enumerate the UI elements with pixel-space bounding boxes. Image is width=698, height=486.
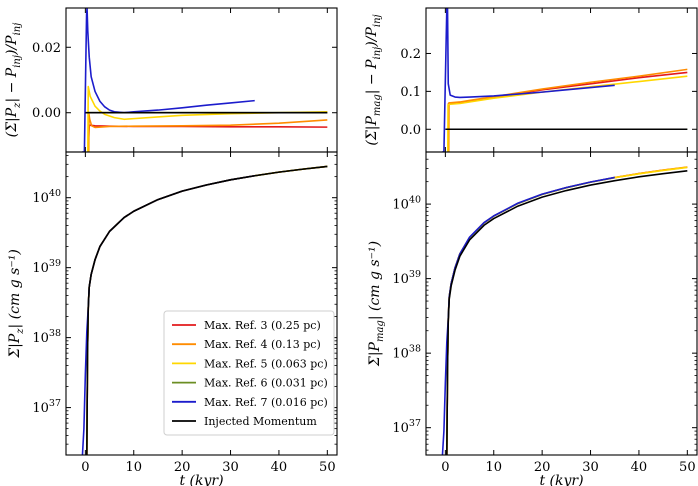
legend-entry: Max. Ref. 4 (0.13 pc): [204, 338, 321, 351]
panel-tr: 0.0 0.1 0.2 (Σ|Pmag​| − Pinj​)/Pinj​: [364, 7, 698, 153]
series-line-bl-5: [86, 165, 328, 455]
axes-frame: [65, 151, 338, 456]
series-line-tr-2: [446, 75, 688, 152]
x-tick-label: 40: [271, 460, 288, 475]
axes-frame: [425, 151, 698, 456]
x-tick-label: 10: [125, 460, 142, 475]
series-line-tl-4: [81, 8, 255, 152]
series-line-tr-4: [441, 8, 615, 152]
legend-box: [163, 310, 335, 436]
x-tick-label: 30: [222, 460, 239, 475]
y-tick-label: 0.2: [400, 47, 421, 62]
series-line-tr-1: [447, 68, 688, 152]
panel-tl: 0.00 0.02 (Σ|Pz​| − Pinj​)/Pinj​: [4, 7, 338, 153]
y-axis-label: (Σ|Pz​| − Pinj​)/Pinj​: [4, 23, 23, 138]
legend-entry: Injected Momentum: [204, 415, 317, 428]
y-tick-label: 1037: [392, 418, 421, 436]
axes-frame: [65, 7, 338, 153]
legend-entry: Max. Ref. 3 (0.25 pc): [204, 319, 321, 332]
y-tick-label: 1040: [392, 195, 421, 213]
series-line-br-1: [446, 166, 688, 455]
x-tick-label: 0: [81, 460, 89, 475]
y-tick-label: 0.1: [400, 85, 421, 100]
y-tick-label: 1039: [392, 269, 421, 287]
series-line-br-5: [446, 169, 688, 455]
y-tick-label: 1038: [32, 328, 61, 346]
series-line-tl-2: [86, 85, 328, 152]
x-tick-label: 10: [485, 460, 502, 475]
y-tick-label: 0.00: [32, 106, 61, 121]
legend-entry: Max. Ref. 6 (0.031 pc): [204, 377, 328, 390]
y-tick-label: 1037: [32, 398, 61, 416]
x-tick-label: 0: [441, 460, 449, 475]
x-axis-label: t (kyr): [539, 473, 583, 486]
x-tick-label: 20: [174, 460, 191, 475]
y-tick-label: 1040: [32, 188, 61, 206]
x-tick-label: 50: [319, 460, 336, 475]
series-line-br-4: [441, 176, 615, 455]
series-line-tl-0: [87, 124, 328, 152]
x-tick-label: 40: [631, 460, 648, 475]
x-axis-label: t (kyr): [179, 473, 223, 486]
y-tick-label: 1039: [32, 258, 61, 276]
panel-bl: 1037 1038 1039 1040 0 10 20 30 40 50 Σ|Pz​| (cm g …: [7, 151, 338, 486]
series-line-br-2: [446, 166, 688, 455]
y-axis-label: Σ|Pmag​| (cm g s⁻¹): [367, 241, 386, 367]
legend-entry: Max. Ref. 5 (0.063 pc): [204, 357, 328, 370]
y-tick-label: 1038: [392, 344, 421, 362]
legend: Max. Ref. 3 (0.25 pc) Max. Ref. 4 (0.13 p…: [163, 310, 335, 436]
y-axis-label: Σ|Pz​| (cm g s⁻¹): [7, 249, 26, 359]
x-tick-label: 50: [679, 460, 696, 475]
series-line-br-3: [446, 176, 615, 455]
x-tick-label: 20: [534, 460, 551, 475]
panel-br: 1037 1038 1039 1040 0 10 20 30 40 50 Σ|Pmag​| (cm …: [367, 151, 698, 486]
series-line-br-0: [446, 166, 688, 455]
y-tick-label: 0.0: [400, 123, 421, 138]
y-axis-label: (Σ|Pmag​| − Pinj​)/Pinj​: [364, 14, 383, 145]
x-tick-label: 30: [582, 460, 599, 475]
y-tick-label: 0.02: [32, 41, 61, 56]
series-line-tl-1: [87, 113, 328, 152]
series-line-tr-0: [447, 71, 688, 152]
legend-entry: Max. Ref. 7 (0.016 pc): [204, 396, 328, 409]
